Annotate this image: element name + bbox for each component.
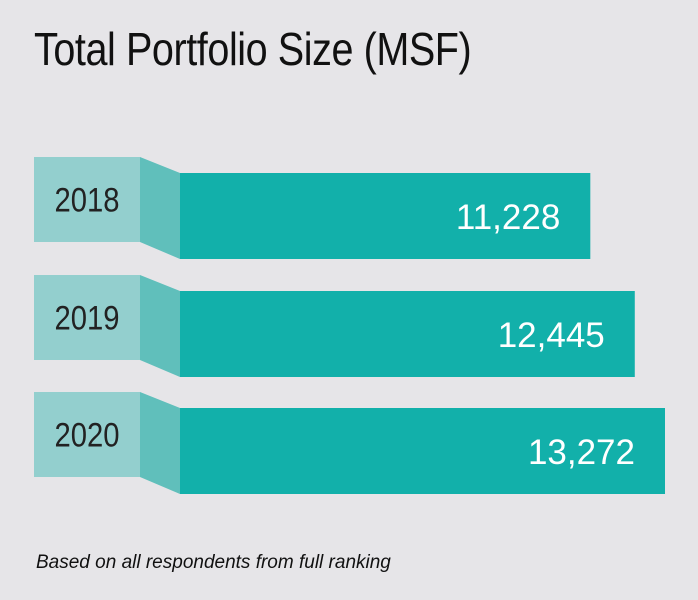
category-label-box (34, 392, 140, 477)
bar-value-label: 11,228 (456, 198, 560, 237)
category-label: 2020 (54, 415, 119, 454)
bar (180, 408, 665, 494)
category-label-box (34, 275, 140, 360)
bar (180, 173, 591, 259)
footnote: Based on all respondents from full ranki… (36, 552, 391, 573)
chart-title: Total Portfolio Size (MSF) (34, 23, 472, 75)
category-label-box (34, 157, 140, 242)
category-connector (140, 392, 180, 494)
bar-value-label: 12,445 (498, 316, 605, 355)
category-connector (140, 275, 180, 377)
bar-value-label: 13,272 (528, 433, 635, 472)
category-label: 2018 (54, 180, 119, 219)
category-connector (140, 157, 180, 259)
category-label: 2019 (54, 298, 119, 337)
bar (180, 291, 635, 377)
